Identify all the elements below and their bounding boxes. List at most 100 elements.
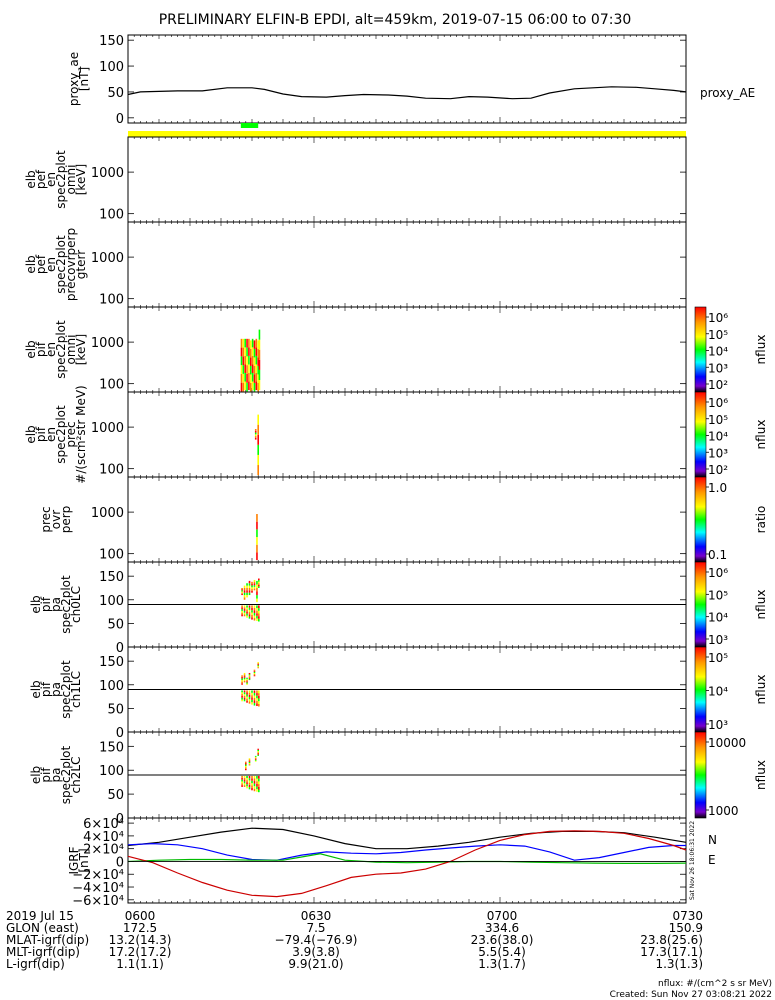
y-axis-label: [nT]: [77, 67, 91, 91]
y-tick-label: −6×10⁴: [72, 894, 124, 909]
y-tick-label: 0: [116, 726, 124, 741]
colorbar-tick-label: 1.0: [708, 481, 727, 495]
y-axis-label: elb: [24, 425, 38, 443]
series-line-Z: [127, 830, 687, 898]
y-tick-label: 0: [116, 112, 124, 127]
y-axis-label: pif: [34, 426, 48, 442]
y-axis-label: spec2plot: [59, 745, 73, 804]
y-tick-label: 6×10⁴: [83, 817, 124, 832]
x-row-value: 5.5(5.4): [478, 945, 526, 959]
y-axis-label: omni: [64, 335, 78, 365]
y-tick-label: 100: [99, 463, 124, 478]
colorbar: [694, 306, 707, 393]
y-tick-label: 150: [99, 570, 124, 585]
panel-frame: [127, 476, 687, 563]
y-tick-label: −4×10⁴: [72, 881, 124, 896]
y-axis-label: ch1LC: [69, 671, 83, 708]
x-row-label: MLAT-igrf(dip): [6, 933, 89, 947]
y-tick-label: 100: [99, 60, 124, 75]
x-row-value: 23.6(38.0): [471, 933, 534, 947]
y-axis-label: [nT]: [77, 848, 91, 872]
y-axis-label: precovrperp: [64, 228, 78, 301]
y-axis-label: gterr: [74, 250, 88, 279]
y-axis-label: spec2plot: [54, 235, 68, 294]
panel-frame: [127, 391, 687, 478]
x-row-value: 3.9(3.8): [292, 945, 340, 959]
x-row-value: 172.5: [123, 921, 157, 935]
x-row-value: 1.3(1.3): [655, 957, 703, 971]
y-axis-label: elb: [24, 170, 38, 188]
y-tick-label: 2×10⁴: [83, 843, 124, 858]
y-tick-label: 1000: [91, 251, 124, 266]
y-axis-label: pa: [49, 597, 63, 612]
y-tick-label: 1000: [91, 506, 124, 521]
series-line-E: [127, 853, 687, 865]
panels: 150100500proxy_ae[nT]proxy_AE1000100elbp…: [24, 34, 768, 909]
y-axis-label: #/(scm²str MeV): [74, 385, 88, 483]
y-tick-label: 50: [107, 788, 124, 803]
y-axis-label: pif: [39, 767, 53, 783]
colorbar-title: ratio: [754, 506, 768, 534]
y-axis-label: ovr: [49, 510, 63, 529]
y-axis-label: elb: [29, 680, 43, 698]
x-row-value: 9.9(21.0): [288, 957, 343, 971]
colorbar-tick-label: 10⁴: [708, 345, 728, 359]
y-tick-label: 1000: [91, 166, 124, 181]
colorbar: [694, 476, 707, 563]
colorbar-tick-label: 10⁶: [708, 566, 728, 580]
figure-title: PRELIMINARY ELFIN-B EPDI, alt=459km, 201…: [159, 12, 632, 28]
y-axis-label: IGRF: [67, 846, 81, 874]
colorbar-tick-label: 10³: [708, 361, 728, 375]
y-axis-label: elb: [29, 766, 43, 784]
y-axis-label: pif: [34, 341, 48, 357]
side-timestamp: Sat Nov 26 18:06:31 2022: [689, 821, 696, 900]
panel-prec-ovr-perp: 1000 100 precovrperp 1.0 0.1 ratio: [39, 476, 768, 563]
y-axis-label: spec2plot: [54, 405, 68, 464]
x-row-label: MLT-igrf(dip): [6, 945, 80, 959]
colorbar-title: nflux: [754, 760, 768, 790]
y-tick-label: 4×10⁴: [83, 830, 124, 845]
y-axis-label: perp: [59, 506, 73, 534]
y-tick-label: 0: [116, 855, 124, 870]
y-tick-label: 100: [99, 764, 124, 779]
y-axis-label: ch0LC: [69, 586, 83, 623]
colorbar-tick-label: 10⁵: [708, 651, 728, 665]
legend-N: N: [708, 833, 717, 847]
x-row-value: 7.5: [306, 921, 325, 935]
y-tick-label: 100: [99, 208, 124, 223]
y-axis-label: prec: [64, 421, 78, 447]
panel-frame: [127, 34, 687, 124]
y-tick-label: 100: [99, 594, 124, 609]
y-tick-label: 0: [116, 641, 124, 656]
y-axis-label: omni: [64, 165, 78, 195]
y-tick-label: −2×10⁴: [72, 868, 124, 883]
colorbar-tick-label: 10⁵: [708, 413, 728, 427]
y-axis-label: proxy_ae: [67, 52, 81, 106]
colorbar: [694, 391, 707, 478]
colorbar: [694, 731, 707, 819]
y-axis-label: pif: [39, 681, 53, 697]
panel-proxy_ae: 150 100 50 0 proxy_ae[nT] proxy_AE: [67, 34, 755, 137]
x-axis-labels: 2019 Jul 15 0600 0630 0700 0730 GLON (east) 17…: [6, 909, 703, 971]
colorbar-tick-label: 10³: [708, 633, 728, 647]
colorbar-title: nflux: [754, 335, 768, 365]
x-row-label: L-igrf(dip): [6, 957, 65, 971]
colorbar-tick-label: 10⁶: [708, 311, 728, 325]
coverage-bar: [128, 131, 686, 137]
x-row-value: −79.4(−76.9): [275, 933, 358, 947]
x-row-value: 1.1(1.1): [116, 957, 164, 971]
panel-frame: [127, 306, 687, 393]
x-row-label: 2019 Jul 15: [6, 909, 74, 923]
science-zone-marker: [240, 123, 259, 128]
x-row-value: 1.3(1.7): [478, 957, 526, 971]
panel-frame: [127, 221, 687, 308]
y-axis-label: spec2plot: [59, 660, 73, 719]
colorbar-title: nflux: [754, 675, 768, 705]
x-row-value: 17.3(17.1): [640, 945, 703, 959]
x-row-value: 334.6: [485, 921, 519, 935]
colorbar: [694, 561, 707, 648]
